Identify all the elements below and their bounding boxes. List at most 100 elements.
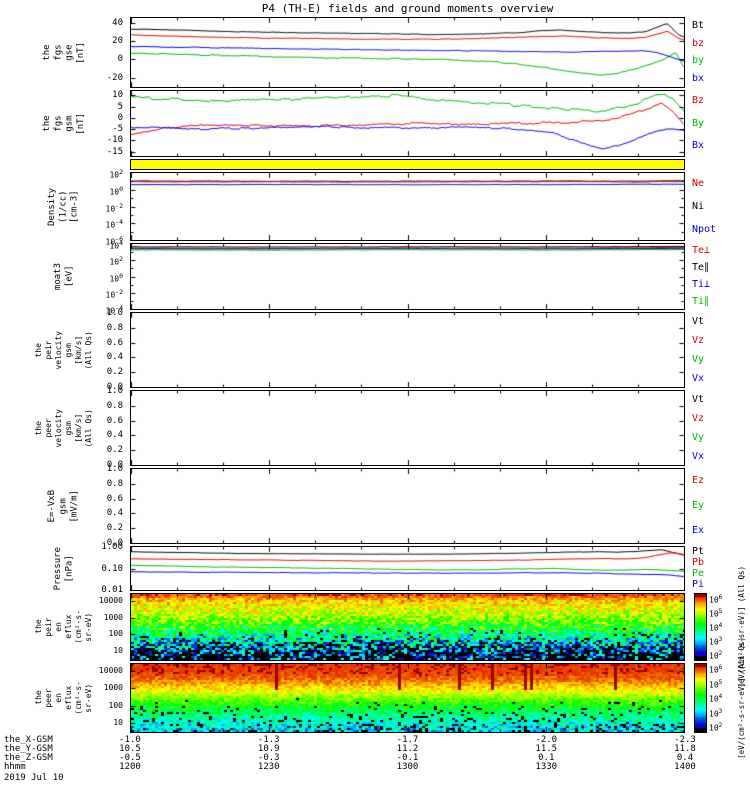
panel-peir-velocity xyxy=(130,312,685,388)
ytick-label-peer-eflux: 1000 xyxy=(103,683,123,693)
ytick-label-peer-velocity: 0.2 xyxy=(106,445,123,456)
ytick-label-efield: 1.0 xyxy=(106,464,123,474)
ytick-label-efield: 0.8 xyxy=(106,478,123,489)
bottom-row-label-the_X-GSM: the_X-GSM xyxy=(4,735,53,745)
ytick-label-efield: 0.4 xyxy=(106,508,123,519)
legend-peir-velocity-Vy: Vy xyxy=(692,353,705,365)
ytick-label-peer-velocity: 0.6 xyxy=(106,415,123,426)
ytick-label-peer-velocity: 0.0 xyxy=(106,460,123,470)
legend-pressure-Pi: Pi xyxy=(692,579,705,591)
ytick-label-peer-eflux: 10 xyxy=(113,717,123,727)
ytick-label-pressure: 1.00 xyxy=(101,542,123,552)
ytick-label-peir-velocity: 0.2 xyxy=(106,367,123,378)
ytick-label-peir-velocity: 0.0 xyxy=(106,382,123,392)
ytick-label-peer-eflux: 100 xyxy=(108,700,123,710)
ytick-label-density: 10-6 xyxy=(105,235,123,247)
legend-fgs-gsm-Bx: Bx xyxy=(692,139,705,151)
colorbar-tick-label: 106 xyxy=(709,594,723,605)
ytick-label-efield: 0.0 xyxy=(106,538,123,548)
ytick-label-density: 10-2 xyxy=(105,201,123,214)
bottom-row-value: -2.0 xyxy=(535,735,558,745)
ytick-label-density: 102 xyxy=(109,168,123,180)
ytick-label-peir-eflux: 10 xyxy=(113,646,123,656)
colorbar-unit-peer-eflux: [eV/(cm²-s-sr-eV)] (All Qs) xyxy=(733,637,749,759)
bottom-row-value: 1230 xyxy=(257,762,280,772)
bottom-row-value: -0.3 xyxy=(257,753,280,763)
ytick-label-moat3: 104 xyxy=(109,239,123,251)
colorbar-tick-label: 106 xyxy=(709,664,723,675)
colorbar-unit-text: [eV/(cm²-s-sr-eV)] (All Qs) xyxy=(736,637,746,759)
ytick-label-peir-eflux: 1000 xyxy=(103,612,123,622)
legend-moat3-Ti⊥: Ti⊥ xyxy=(692,278,711,290)
panel-fgs-gsm xyxy=(130,90,685,157)
legend-efield-Ez: Ez xyxy=(692,474,705,486)
legend-fgs-gse-by: by xyxy=(692,55,705,67)
ytick-label-moat3: 102 xyxy=(109,255,123,267)
bottom-row-value: 10.5 xyxy=(119,744,141,754)
bottom-row-value: 11.8 xyxy=(674,744,696,754)
panel-canvas-peer-eflux xyxy=(131,664,684,732)
colorbar-tick-label: 105 xyxy=(709,678,723,690)
bottom-row-value: 0.4 xyxy=(676,753,694,763)
legend-fgs-gse-bx: bx xyxy=(692,73,705,85)
panel-peer-velocity xyxy=(130,390,685,466)
ytick-label-fgs-gsm: -10 xyxy=(106,135,123,146)
bottom-row-label-hhmm: hhmm xyxy=(4,762,26,772)
panel-canvas-density xyxy=(131,173,684,240)
bottom-row-label-the_Z-GSM: the_Z-GSM xyxy=(4,753,53,763)
ytick-label-fgs-gse: -20 xyxy=(106,72,123,83)
ytick-label-fgs-gsm: 0 xyxy=(117,112,123,123)
legend-pressure-Pb: Pb xyxy=(692,556,705,568)
bottom-row-label-the_Y-GSM: the_Y-GSM xyxy=(4,744,53,754)
legend-efield-Ex: Ex xyxy=(692,525,705,537)
ytick-label-fgs-gsm: 10 xyxy=(112,90,123,101)
colorbar-tick-label: 103 xyxy=(709,636,723,647)
panel-canvas-flag xyxy=(131,160,684,169)
bottom-row-value: 11.5 xyxy=(535,744,558,754)
panel-canvas-fgs-gsm xyxy=(131,91,684,156)
legend-peer-velocity-Vx: Vx xyxy=(692,450,705,462)
ytick-label-moat3: 100 xyxy=(109,271,123,284)
panel-canvas-efield xyxy=(131,469,684,543)
bottom-row-value: 1300 xyxy=(396,762,419,772)
legend-density-Ni: Ni xyxy=(692,200,705,212)
ytick-label-peer-eflux: 10000 xyxy=(98,665,123,675)
bottom-row-value: -0.1 xyxy=(396,753,419,763)
panel-flag xyxy=(130,159,685,170)
ytick-label-fgs-gsm: 5 xyxy=(117,101,123,112)
legend-peer-velocity-Vy: Vy xyxy=(692,431,705,443)
bottom-row-value: -1.0 xyxy=(119,735,141,745)
legend-pressure-Pe: Pe xyxy=(692,568,705,580)
date-label: 2019 Jul 10 xyxy=(4,773,64,783)
panel-peer-eflux xyxy=(130,663,685,733)
ytick-label-fgs-gse: 40 xyxy=(112,17,123,28)
colorbar-canvas-peir-eflux xyxy=(695,594,706,660)
legend-peer-velocity-Vz: Vz xyxy=(692,412,705,424)
panel-moat3 xyxy=(130,243,685,310)
ytick-label-peer-velocity: 0.8 xyxy=(106,400,123,411)
bottom-row-value: 1330 xyxy=(535,762,558,772)
ytick-label-density: 100 xyxy=(109,184,123,197)
legend-fgs-gse-Bt: Bt xyxy=(692,19,705,31)
ytick-label-density: 10-4 xyxy=(105,218,123,230)
panel-fgs-gse xyxy=(130,17,685,88)
panel-canvas-pressure xyxy=(131,547,684,590)
panel-canvas-peer-velocity xyxy=(131,391,684,465)
panel-canvas-peir-eflux xyxy=(131,594,684,660)
colorbar-tick-label: 104 xyxy=(709,693,723,704)
panel-canvas-moat3 xyxy=(131,244,684,309)
colorbar-tick-label: 104 xyxy=(709,622,723,633)
ytick-label-peer-velocity: 1.0 xyxy=(106,386,123,396)
bottom-row-value: -1.7 xyxy=(396,735,419,745)
ytick-label-efield: 0.2 xyxy=(106,523,123,534)
ytick-label-fgs-gse: 0 xyxy=(117,54,123,65)
ytick-label-peir-velocity: 0.8 xyxy=(106,322,123,333)
bottom-row-value: 1400 xyxy=(674,762,696,772)
panel-density xyxy=(130,172,685,241)
legend-moat3-Ti∥: Ti∥ xyxy=(692,295,710,307)
plot-title: P4 (TH-E) fields and ground moments over… xyxy=(261,2,554,15)
bottom-row-value: 10.9 xyxy=(257,744,280,754)
ytick-label-peir-eflux: 100 xyxy=(108,629,123,639)
panel-ylabel-text-peir-velocity: the peir velocity gsm [km/s] (All Qs) xyxy=(34,330,93,370)
ytick-label-peir-eflux: 10000 xyxy=(98,595,123,605)
